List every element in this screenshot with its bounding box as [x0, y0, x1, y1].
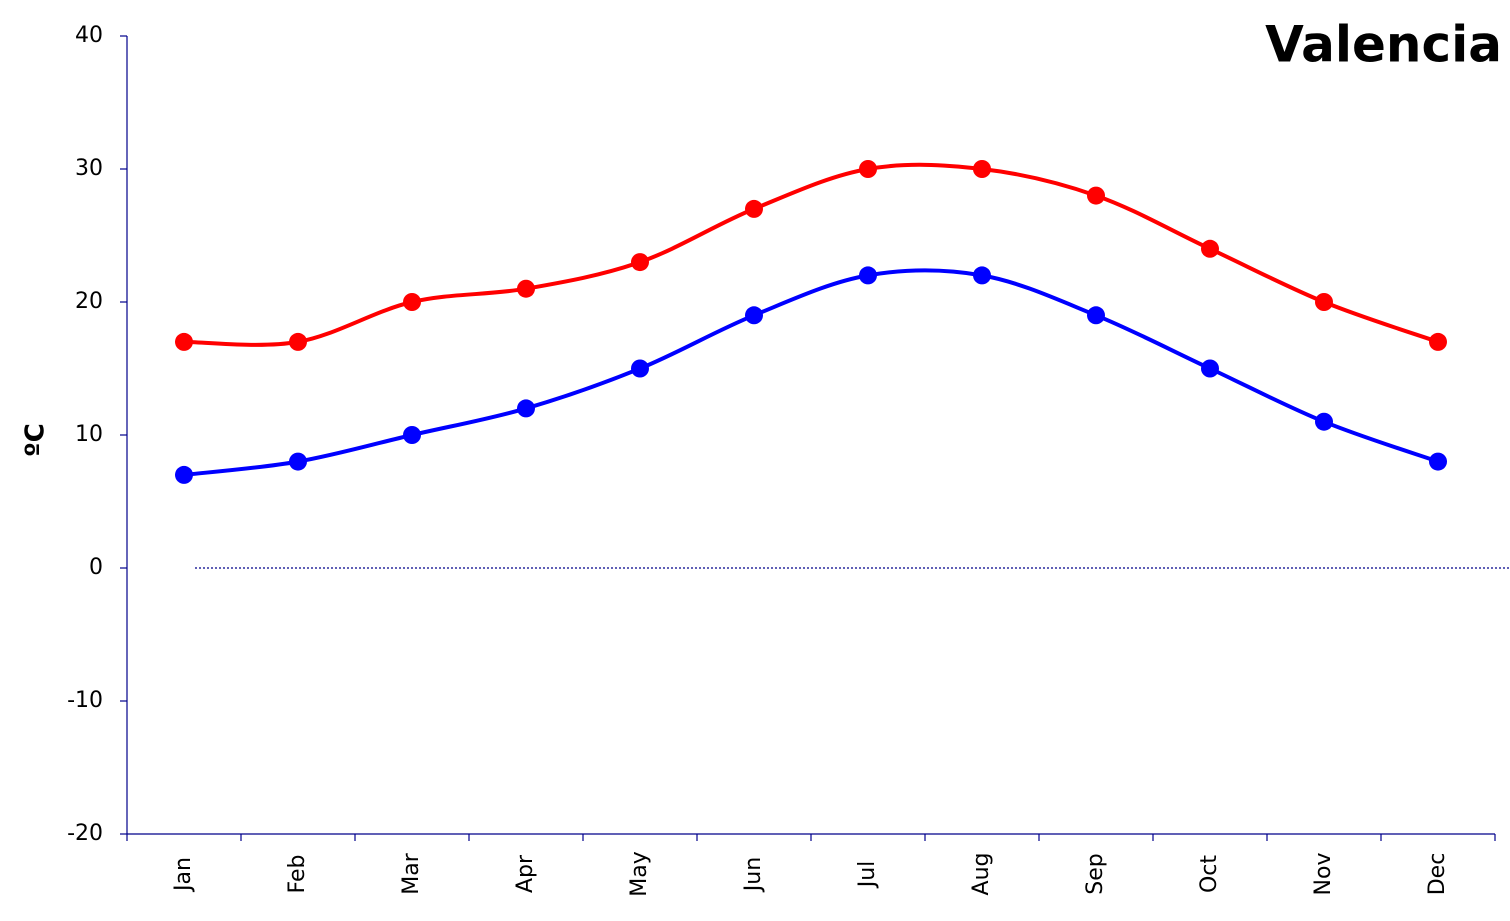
point-marker	[1315, 412, 1333, 431]
point-marker	[517, 399, 535, 418]
x-tick-label: Aug	[969, 853, 994, 896]
point-marker	[175, 465, 193, 484]
x-tick-label: Sep	[1083, 853, 1108, 894]
point-marker	[1087, 306, 1105, 325]
series-line	[183, 162, 1439, 347]
point-marker	[289, 452, 307, 471]
x-tick-label: Oct	[1197, 855, 1222, 893]
point-marker	[1429, 452, 1447, 471]
y-tick-label: 30	[75, 156, 103, 181]
x-tick-label: May	[627, 851, 652, 896]
point-marker	[745, 306, 763, 325]
point-marker	[859, 266, 877, 285]
point-marker	[1315, 293, 1333, 311]
x-tick-label: Jun	[741, 857, 766, 893]
point-marker	[973, 160, 991, 178]
y-tick-label: -10	[67, 688, 103, 713]
x-tick-label: Jan	[171, 857, 196, 893]
point-marker	[745, 199, 763, 218]
point-marker	[1429, 332, 1447, 351]
x-tick-label: Mar	[399, 852, 424, 894]
x-tick-label: Jul	[855, 861, 880, 890]
point-marker	[1201, 359, 1219, 378]
point-marker	[403, 293, 421, 311]
y-tick-label: 40	[75, 23, 103, 48]
point-marker	[631, 359, 649, 378]
point-marker	[859, 160, 877, 178]
point-marker	[175, 332, 193, 351]
y-axis-label: ºC	[21, 423, 51, 457]
y-tick-label: -20	[67, 821, 103, 846]
point-marker	[631, 253, 649, 272]
y-tick-label: 10	[75, 422, 103, 447]
x-tick-label: Feb	[285, 855, 310, 894]
x-tick-label: Nov	[1311, 853, 1336, 896]
series-line	[183, 268, 1439, 477]
x-tick-label: Dec	[1425, 853, 1450, 896]
point-marker	[1201, 239, 1219, 258]
point-marker	[973, 266, 991, 285]
chart-title: Valencia	[1265, 16, 1502, 74]
y-tick-label: 0	[89, 555, 103, 580]
x-tick-label: Apr	[513, 854, 538, 893]
y-tick-label: 20	[75, 289, 103, 314]
point-marker	[1087, 186, 1105, 205]
point-marker	[403, 426, 421, 444]
point-marker	[517, 279, 535, 298]
point-marker	[289, 332, 307, 351]
